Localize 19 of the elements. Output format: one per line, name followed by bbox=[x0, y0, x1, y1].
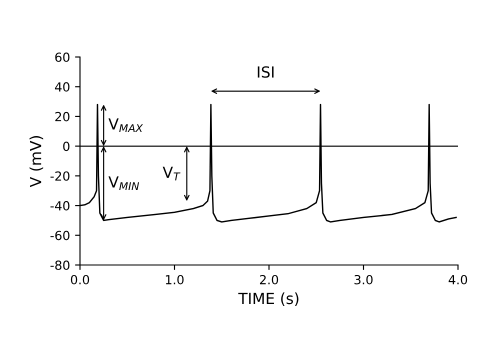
x-axis-title: TIME (s) bbox=[238, 292, 298, 306]
y-tick-label: 20 bbox=[55, 112, 70, 122]
y-tick-label: 60 bbox=[55, 52, 70, 62]
y-tick-label: 0 bbox=[63, 142, 70, 152]
x-tick-label: 4.0 bbox=[448, 274, 468, 284]
x-tick-label: 2.0 bbox=[260, 274, 278, 284]
y-tick-label: -60 bbox=[50, 230, 70, 240]
y-tick-label: 40 bbox=[54, 82, 70, 92]
annotation: V$_{T}$ bbox=[162, 166, 180, 180]
annotation: V$_{MAX}$ bbox=[108, 118, 144, 132]
y-tick-label: -80 bbox=[50, 260, 70, 270]
y-axis-title: V (mV) bbox=[30, 136, 44, 188]
y-tick-label: -20 bbox=[50, 171, 70, 181]
annotation: V$_{MIN}$ bbox=[108, 176, 140, 190]
annotation: ISI bbox=[258, 66, 274, 78]
x-tick-label: 1.0 bbox=[166, 274, 184, 284]
x-tick-label: 3.0 bbox=[354, 274, 373, 284]
y-tick-label: -40 bbox=[50, 201, 70, 210]
x-tick-label: 0.0 bbox=[70, 274, 90, 284]
